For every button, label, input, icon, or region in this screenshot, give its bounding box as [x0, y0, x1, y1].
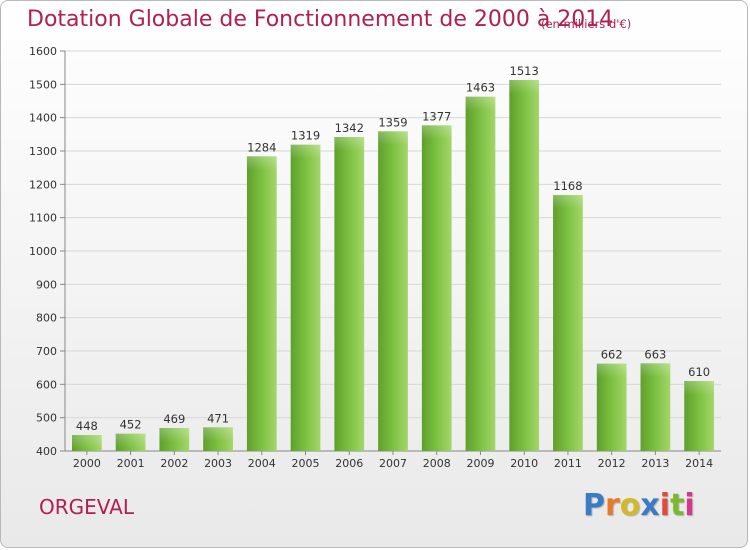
data-label-2001: 452	[120, 418, 142, 432]
commune-name: ORGEVAL	[39, 495, 134, 519]
bar-highlight	[159, 428, 190, 442]
bar-highlight	[246, 156, 277, 171]
y-tick-label: 1100	[29, 212, 57, 225]
y-tick-label: 1400	[29, 112, 57, 125]
data-label-2011: 1168	[553, 179, 582, 193]
x-tick-label: 2011	[554, 457, 582, 470]
bar-highlight	[115, 433, 146, 448]
y-tick-label: 1300	[29, 145, 57, 158]
x-tick-label: 2003	[204, 457, 232, 470]
bar-2009	[465, 96, 496, 452]
x-tick-label: 2001	[117, 457, 145, 470]
y-tick-label: 800	[36, 312, 57, 325]
bar-highlight	[553, 195, 583, 209]
bar-2011	[553, 195, 583, 451]
data-label-2009: 1463	[466, 81, 495, 95]
data-label-2010: 1513	[510, 64, 539, 78]
bar-2004	[246, 156, 277, 452]
x-tick-label: 2010	[510, 457, 538, 470]
data-label-2014: 610	[688, 365, 710, 379]
y-tick-label: 1000	[29, 245, 57, 258]
bar-2005	[290, 144, 321, 451]
x-tick-label: 2008	[423, 457, 451, 470]
bar-highlight	[684, 381, 715, 395]
data-label-2013: 663	[644, 347, 666, 361]
bar-highlight	[378, 131, 408, 146]
x-tick-label: 2002	[160, 457, 188, 470]
data-label-2007: 1359	[378, 115, 407, 129]
y-tick-label: 700	[36, 345, 57, 358]
bar-highlight	[640, 363, 671, 378]
data-label-2012: 662	[601, 348, 623, 362]
chart-title: Dotation Globale de Fonctionnement de 20…	[27, 7, 614, 32]
data-label-2005: 1319	[291, 129, 320, 143]
proxiti-logo[interactable]: Proxiti	[583, 488, 695, 523]
y-tick-label: 400	[36, 445, 57, 458]
bar-highlight	[596, 363, 627, 378]
bar-highlight	[334, 137, 365, 151]
data-label-2004: 1284	[247, 140, 276, 154]
x-tick-label: 2004	[248, 457, 276, 470]
bar-2010	[509, 80, 540, 451]
data-label-2002: 469	[163, 412, 185, 426]
x-tick-label: 2006	[335, 457, 363, 470]
bar-highlight	[421, 125, 452, 140]
bar-2012	[596, 363, 627, 451]
x-tick-label: 2012	[598, 457, 626, 470]
bar-2006	[334, 137, 365, 451]
bar-2013	[640, 363, 671, 451]
x-tick-label: 2000	[73, 457, 101, 470]
bar-2008	[421, 125, 452, 451]
bar-2007	[378, 131, 408, 452]
bar-highlight	[509, 80, 540, 94]
y-tick-label: 900	[36, 278, 57, 291]
bar-highlight	[465, 96, 496, 111]
data-label-2000: 448	[76, 419, 98, 433]
y-tick-label: 500	[36, 412, 57, 425]
x-tick-label: 2005	[292, 457, 320, 470]
data-label-2006: 1342	[335, 121, 364, 135]
data-label-2008: 1377	[422, 109, 451, 123]
x-tick-label: 2007	[379, 457, 407, 470]
y-tick-label: 1200	[29, 178, 57, 191]
bar-highlight	[290, 144, 321, 159]
x-tick-label: 2013	[641, 457, 669, 470]
y-tick-label: 600	[36, 378, 57, 391]
bar-highlight	[203, 427, 233, 442]
y-tick-label: 1500	[29, 78, 57, 91]
x-tick-label: 2009	[466, 457, 494, 470]
chart-subtitle: (en milliers d'€)	[541, 17, 632, 31]
y-tick-label: 1600	[29, 45, 57, 58]
bar-highlight	[71, 435, 102, 449]
data-label-2003: 471	[207, 411, 229, 425]
x-tick-label: 2014	[685, 457, 713, 470]
